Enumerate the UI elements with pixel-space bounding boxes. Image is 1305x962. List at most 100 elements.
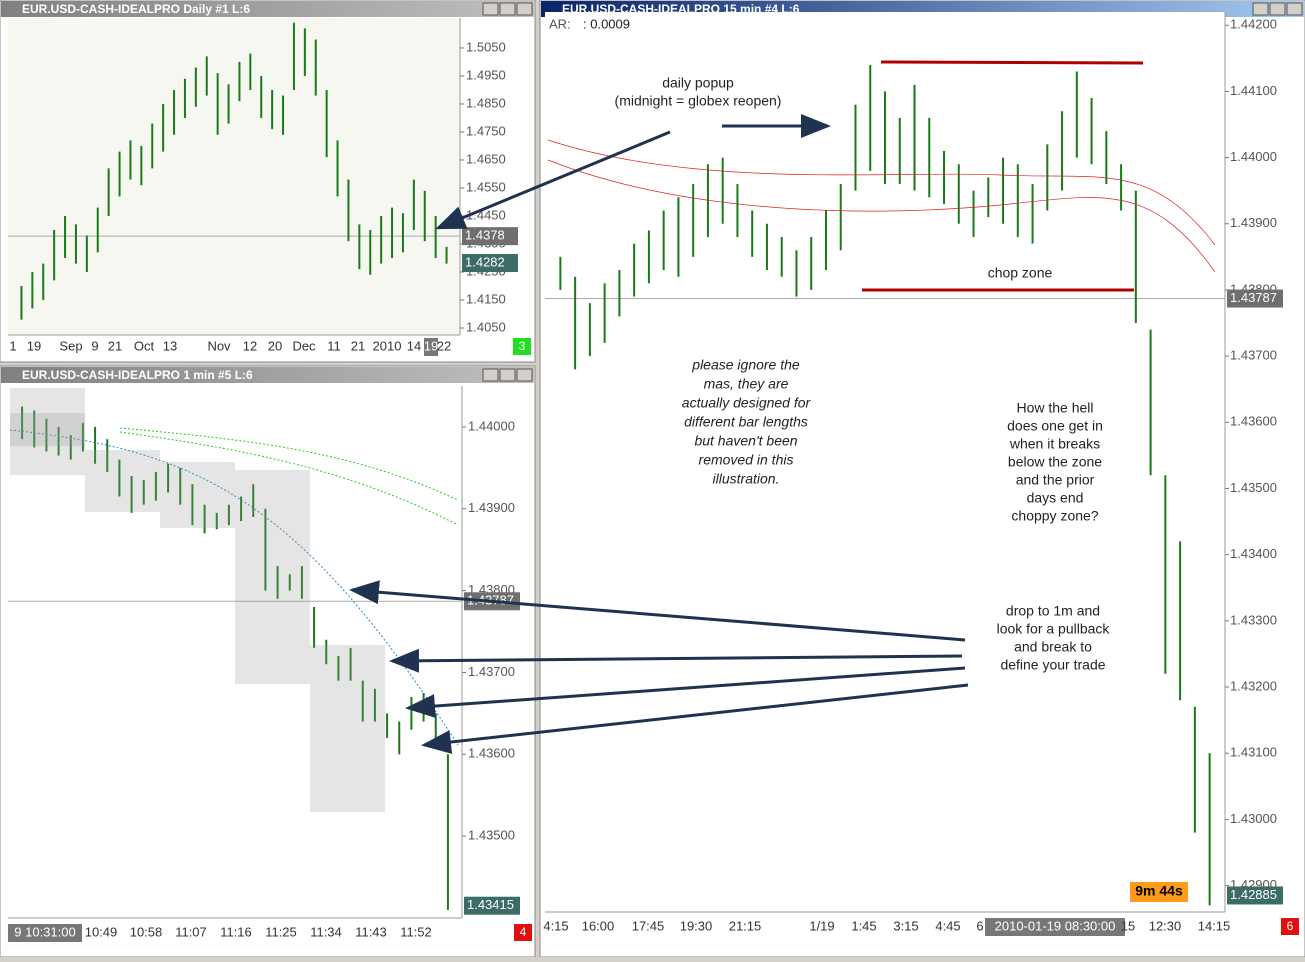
x-tick-label: 19:30 [680, 918, 713, 933]
x-tick-label: 17:45 [632, 918, 665, 933]
x-tick-label: 14:15 [1198, 918, 1231, 933]
price-flag [462, 254, 518, 273]
pattern-zone [160, 462, 235, 528]
x-tick-label: Oct [134, 338, 155, 353]
window-button[interactable] [1286, 2, 1303, 16]
corner-label: 6 [1287, 919, 1294, 933]
x-tick-label: 13 [163, 338, 177, 353]
y-tick-label: 1.44100 [1230, 83, 1277, 98]
x-tick-label: 19 [27, 338, 41, 353]
plot-area [8, 386, 462, 918]
y-tick-label: 1.4650 [466, 151, 506, 166]
price-flag-label: 1.43787 [1230, 290, 1277, 305]
annotation: mas, they are [704, 376, 789, 392]
price-flag [1227, 886, 1283, 905]
window-button[interactable] [516, 2, 533, 16]
title-bar [1, 367, 534, 383]
window-button[interactable] [1252, 2, 1269, 16]
x-tick-label: 12 [243, 338, 257, 353]
y-tick-label: 1.43400 [1230, 546, 1277, 561]
x-tick-label: 1:45 [851, 918, 876, 933]
x-tick-label: 11:34 [310, 924, 342, 939]
annotation: How the hell [1016, 400, 1093, 416]
price-flag-label: 1.4282 [465, 254, 505, 269]
x-tick-label: 9 [91, 338, 98, 353]
window-button[interactable] [1269, 2, 1286, 16]
x-tick-label: 12:30 [1149, 918, 1182, 933]
y-tick-label: 1.4550 [466, 179, 506, 194]
x-tick-label: 11:52 [400, 924, 432, 939]
x-tick-label: Sep [59, 338, 82, 353]
annotation: chop zone [988, 265, 1053, 281]
annotation: drop to 1m and [1006, 603, 1100, 619]
y-tick-label: 1.43600 [468, 746, 515, 761]
window-button[interactable] [499, 368, 516, 382]
corner-box [1281, 918, 1299, 935]
y-tick-label: 1.43000 [1230, 811, 1277, 826]
time-highlight [424, 338, 438, 356]
price-flag [1227, 289, 1283, 308]
window-button[interactable] [482, 2, 499, 16]
pattern-zone [310, 645, 385, 812]
ma-line [9, 429, 459, 746]
y-tick-label: 1.4850 [466, 95, 506, 110]
window-title: EUR.USD-CASH-IDEALPRO Daily #1 L:6 [22, 2, 250, 16]
y-tick-label: 1.43200 [1230, 678, 1277, 693]
annotation: (midnight = globex reopen) [615, 93, 782, 109]
x-tick-label: 21:15 [729, 918, 762, 933]
annotation: below the zone [1008, 454, 1102, 470]
annotation: please ignore the [691, 357, 800, 373]
x-tick-label: 11:16 [220, 924, 252, 939]
x-tick-label: 21 [108, 338, 122, 353]
x-tick-label: 11:43 [355, 924, 387, 939]
time-highlight [8, 924, 82, 942]
x-tick-label: 2010 [373, 338, 402, 353]
x-tick-label: 11:07 [175, 924, 207, 939]
corner-box [514, 924, 532, 941]
y-tick-label: 1.43700 [468, 664, 515, 679]
pattern-zone [85, 450, 160, 512]
window-button[interactable] [516, 368, 533, 382]
y-tick-label: 1.43700 [1230, 348, 1277, 363]
corner-label: 4 [520, 925, 527, 939]
x-tick-label: 22 [437, 338, 451, 353]
arrow [435, 130, 671, 230]
x-tick-label: 1/19 [809, 918, 834, 933]
y-tick-label: 1.4750 [466, 123, 506, 138]
ar-label: AR: [549, 16, 571, 31]
x-tick-label: 1 [9, 338, 16, 353]
y-tick-label: 1.44200 [1230, 17, 1277, 32]
x-tick-label: 19 [424, 338, 438, 353]
title-bar [1, 1, 534, 17]
x-tick-label: Nov [207, 338, 231, 353]
annotation: look for a pullback [997, 621, 1111, 637]
arrow [421, 683, 969, 754]
annotation: different bar lengths [684, 414, 808, 430]
x-tick-label: 10:58 [130, 924, 163, 939]
annotation: daily popup [662, 75, 734, 91]
y-tick-label: 1.5050 [466, 39, 506, 54]
ma-line [547, 139, 1216, 246]
y-tick-label: 1.43900 [468, 500, 515, 515]
arrow [405, 666, 966, 719]
x-tick-label: 11 [327, 338, 341, 353]
annotation: illustration. [713, 471, 780, 487]
ma-line [547, 159, 1216, 273]
price-flag-label: 1.43415 [467, 897, 514, 912]
resistance-line [880, 60, 1144, 65]
y-tick-label: 1.4950 [466, 67, 506, 82]
window-button[interactable] [499, 2, 516, 16]
y-tick-label: 1.4050 [466, 319, 506, 334]
price-flag [464, 896, 520, 915]
price-flag-label: 1.42885 [1230, 887, 1277, 902]
window-button[interactable] [482, 368, 499, 382]
annotation: but haven't been [694, 433, 797, 449]
x-tick-label: 4:15 [543, 918, 568, 933]
window-title: EUR.USD-CASH-IDEALPRO 1 min #5 L:6 [22, 368, 253, 382]
price-flag-label: 1.4378 [465, 228, 505, 243]
x-tick-label: 11:25 [265, 924, 297, 939]
y-tick-label: 1.43600 [1230, 414, 1277, 429]
x-tick-label: 2010-01-19 08:30:00 [995, 918, 1116, 933]
